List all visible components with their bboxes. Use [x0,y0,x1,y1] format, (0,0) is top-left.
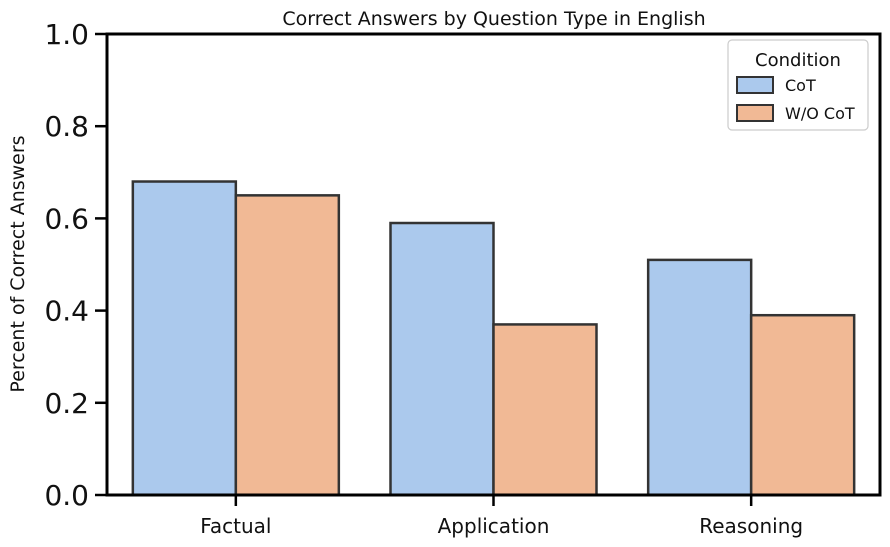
y-tick-label: 0.4 [44,295,89,328]
legend-swatch-cot [736,76,774,94]
y-tick-label: 0.2 [44,387,89,420]
bar-application-cot [389,221,495,497]
y-tick-label: 0.0 [44,479,89,512]
x-tick-label: Factual [200,514,271,538]
y-tick-label: 1.0 [44,18,89,51]
bar-factual-cot [131,180,238,497]
bar-reasoning-cot [646,258,753,497]
chart-title: Correct Answers by Question Type in Engl… [282,8,705,30]
legend: Condition CoT W/O CoT [727,39,869,131]
x-tick-label: Reasoning [699,514,803,538]
bars-group [131,180,856,497]
y-tick-label: 0.6 [44,202,89,235]
legend-label: CoT [785,76,816,95]
y-axis-label: Percent of Correct Answers [7,135,29,392]
y-tick-label: 0.8 [44,110,89,143]
legend-title: Condition [755,50,841,71]
x-tick-label: Application [438,514,550,538]
bar-application-w-o-cot [492,323,598,497]
bar-reasoning-w-o-cot [749,313,856,497]
axes-group: 0.0 0.2 0.4 0.6 0.8 1.0 Factual Application Reas… [44,18,882,538]
bar-factual-w-o-cot [234,194,341,497]
legend-swatch-w-o-cot [736,104,774,122]
legend-label: W/O CoT [785,104,855,123]
